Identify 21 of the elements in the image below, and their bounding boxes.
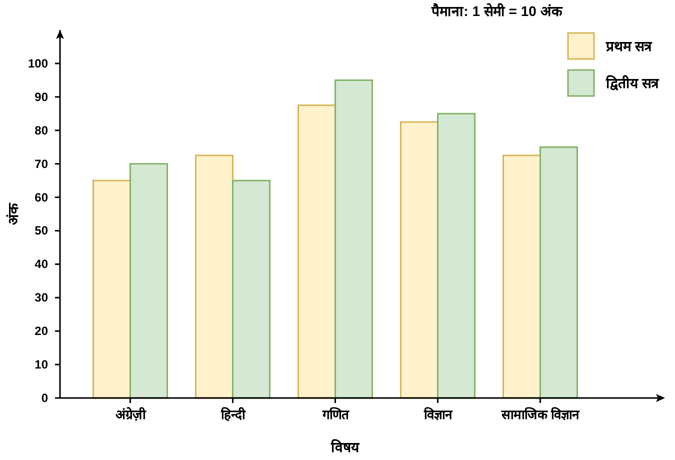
y-tick-label: 60 [34, 190, 48, 204]
y-tick-label: 70 [34, 156, 48, 171]
legend-label: द्वितीय सत्र [605, 75, 660, 91]
y-tick-label: 40 [34, 257, 48, 272]
legend-label: प्रथम सत्र [605, 38, 653, 54]
y-tick-label: 80 [34, 123, 48, 138]
y-tick-label: 0 [41, 391, 48, 405]
y-tick-label: 30 [34, 290, 48, 305]
y-tick-label: 10 [34, 358, 48, 372]
x-axis-title: विषय [330, 439, 360, 455]
y-axis-title: अंक [5, 202, 21, 225]
y-tick-label: 100 [28, 56, 48, 70]
x-tick-label: सामाजिक विज्ञान [500, 407, 580, 422]
x-tick-label: अंग्रेज़ी [115, 407, 146, 422]
y-tick-label: 50 [34, 224, 48, 238]
x-tick-label: गणित [321, 407, 350, 422]
chart-title: पैमाना: 1 सेमी = 10 अंक [430, 3, 564, 19]
y-tick-label: 90 [34, 90, 48, 104]
y-tick-label: 20 [34, 324, 48, 338]
x-tick-label: विज्ञान [422, 407, 453, 422]
x-tick-label: हिन्दी [220, 407, 246, 422]
